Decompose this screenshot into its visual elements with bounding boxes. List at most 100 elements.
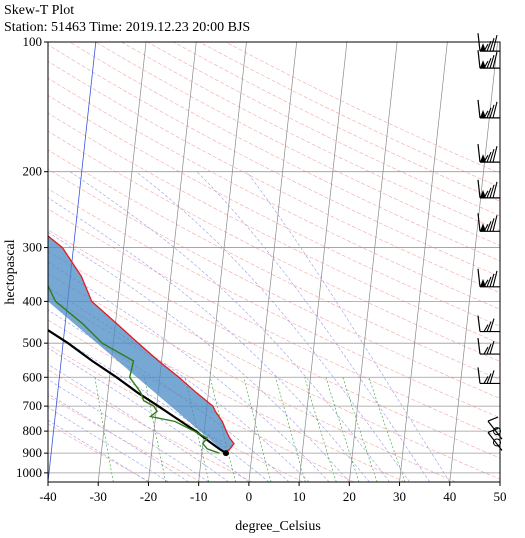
x-tick-label: 30	[393, 489, 406, 504]
barb-feather	[486, 151, 492, 163]
barb-feather	[489, 148, 495, 163]
dry-adiabat	[48, 188, 500, 419]
background-lines	[48, 42, 500, 482]
dry-adiabat	[48, 130, 500, 362]
dewpoint-line	[48, 284, 220, 454]
chart-subtitle: Station: 51463 Time: 2019.12.23 20:00 BJ…	[4, 20, 251, 35]
wind-barbs	[477, 33, 503, 451]
barb-feather	[492, 181, 498, 198]
barb-staff	[477, 144, 481, 163]
barb-pennant	[480, 154, 486, 163]
moist-adiabat	[48, 419, 149, 482]
dry-adiabat	[48, 112, 500, 344]
y-tick-label: 500	[23, 335, 43, 350]
barb-feather	[489, 37, 495, 52]
wind-barb	[477, 50, 500, 69]
moist-adiabat	[246, 171, 451, 482]
barb-feather	[486, 107, 492, 119]
barb-staff	[477, 50, 481, 69]
moist-adiabat	[48, 406, 169, 482]
x-tick-label: 40	[443, 489, 456, 504]
barb-feather	[487, 427, 499, 434]
x-axis-ticks: -40 -30 -20 -10 0 10 20 30 40 50	[39, 482, 507, 504]
barb-staff	[477, 213, 481, 232]
barb-feather	[492, 270, 498, 287]
x-tick-label: -20	[140, 489, 157, 504]
moist-adiabat	[48, 261, 330, 482]
barb-feather	[486, 221, 492, 232]
wind-barb	[477, 33, 500, 52]
barb-feather	[487, 416, 499, 422]
moist-adiabat	[48, 309, 290, 482]
moist-adiabat	[48, 197, 370, 482]
dry-adiabat	[48, 273, 456, 482]
y-tick-label: 300	[23, 240, 43, 255]
y-tick-label: 1000	[16, 465, 42, 480]
wind-barb	[477, 144, 500, 163]
barb-feather	[492, 34, 498, 52]
dry-adiabat	[48, 423, 151, 482]
wind-barb	[477, 315, 500, 333]
barb-feather	[483, 376, 489, 384]
y-tick-label: 100	[23, 34, 43, 49]
dry-adiabat	[48, 95, 500, 327]
barb-pennant	[480, 278, 486, 287]
barb-feather	[489, 54, 495, 69]
barb-feather	[492, 215, 498, 232]
isotherm-line	[499, 478, 500, 482]
moist-adiabat	[48, 393, 189, 482]
temperature-line	[48, 235, 235, 454]
dry-adiabat	[48, 369, 253, 482]
barb-feather	[489, 104, 495, 119]
parcel-line	[48, 298, 227, 455]
dry-adiabat	[48, 344, 304, 482]
barb-feather	[489, 273, 495, 287]
barb-feather	[492, 145, 498, 163]
moist-adiabat	[48, 379, 209, 482]
mixing-ratio-line	[94, 377, 114, 482]
barb-pennant	[480, 189, 486, 198]
moist-adiabat	[69, 171, 390, 482]
moist-adiabat	[48, 287, 310, 482]
barb-feather	[489, 318, 495, 332]
barb-staff	[477, 315, 481, 332]
isotherm-line	[298, 42, 348, 482]
wind-barb	[477, 367, 500, 385]
barb-feather	[492, 101, 498, 119]
wind-barb	[477, 268, 500, 288]
y-tick-label: 900	[23, 445, 43, 460]
barb-pennant	[480, 60, 486, 69]
mixing-ratio-line	[342, 377, 378, 482]
dry-adiabat	[48, 60, 500, 294]
isotherm-line	[399, 42, 448, 482]
dry-adiabat	[69, 42, 500, 262]
moist-adiabat	[48, 231, 350, 482]
plot-frame	[47, 41, 501, 483]
x-tick-label: 0	[246, 489, 253, 504]
barb-feather	[486, 40, 492, 52]
barb-feather	[486, 57, 492, 69]
barb-pennant	[480, 223, 486, 232]
barb-feather	[483, 346, 489, 355]
dry-adiabat	[95, 42, 500, 246]
dry-adiabat	[48, 168, 500, 399]
barb-feather	[486, 187, 492, 199]
y-tick-label: 800	[23, 423, 43, 438]
wind-barb	[477, 213, 500, 232]
barb-feather	[486, 373, 492, 384]
barb-feather	[492, 52, 498, 69]
isotherm-line	[348, 42, 398, 482]
dry-adiabat	[48, 296, 406, 482]
x-tick-label: -30	[90, 489, 107, 504]
isotherm-line	[97, 42, 147, 482]
wind-barb	[477, 337, 500, 355]
barb-feather	[486, 321, 492, 332]
wind-barb	[477, 179, 500, 199]
mixing-ratio-line	[210, 377, 236, 482]
y-tick-label: 700	[23, 398, 43, 413]
barb-staff	[477, 268, 481, 287]
mixing-ratio-line	[243, 377, 272, 482]
barb-staff	[477, 99, 481, 118]
barb-staff	[477, 179, 481, 198]
